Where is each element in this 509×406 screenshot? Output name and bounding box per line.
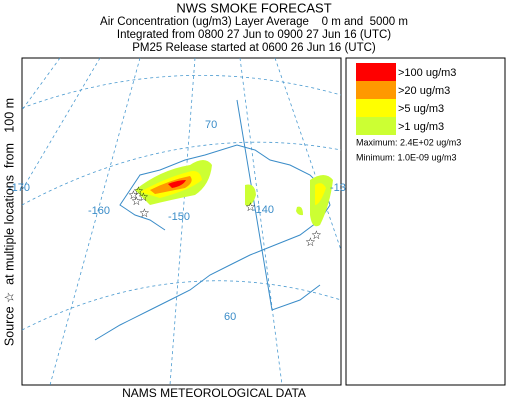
legend-swatch [356, 81, 396, 99]
legend-swatch [356, 99, 396, 117]
subtitle: Integrated from 0800 27 Jun to 0900 27 J… [117, 29, 391, 41]
grid-label: -160 [88, 205, 110, 217]
svg-text:☆: ☆ [131, 194, 142, 208]
grid-label: 70 [205, 119, 217, 131]
footer: NAMS METEOROLOGICAL DATA [122, 386, 306, 400]
subtitle: PM25 Release started at 0600 26 Jun 16 (… [132, 42, 376, 54]
svg-text:☆: ☆ [128, 188, 139, 202]
sources: ☆☆☆☆ ☆ ☆☆☆ [128, 184, 322, 249]
source-label: Source ☆ at multiple locations from 100 … [2, 98, 16, 346]
legend-swatch [356, 63, 396, 81]
legend-label: >20 ug/m3 [398, 85, 450, 97]
map-frame [21, 57, 342, 386]
plumes [135, 160, 333, 227]
legend-minimum: Minimum: 1.0E-09 ug/m3 [356, 152, 457, 162]
grid-label: -140 [252, 204, 274, 216]
legend-label: >5 ug/m3 [398, 103, 444, 115]
grid-label: -150 [168, 211, 190, 223]
svg-text:☆: ☆ [311, 228, 322, 242]
title: NWS SMOKE FORECAST [176, 0, 331, 15]
legend-label: >100 ug/m3 [398, 67, 456, 79]
legend-swatch [356, 117, 396, 135]
legend: >100 ug/m3 >20 ug/m3 >5 ug/m3 >1 ug/m3 [356, 63, 456, 135]
coastline [94, 99, 331, 341]
svg-text:☆: ☆ [245, 200, 256, 214]
svg-text:☆: ☆ [138, 190, 149, 204]
svg-text:☆: ☆ [133, 184, 144, 198]
subtitle: Air Concentration (ug/m3) Layer Average … [100, 16, 408, 28]
svg-text:☆: ☆ [305, 235, 316, 249]
grid-label: -170 [8, 182, 30, 194]
legend-label: >1 ug/m3 [398, 121, 444, 133]
grid-label: 60 [224, 311, 236, 323]
svg-text:☆: ☆ [139, 206, 150, 220]
legend-maximum: Maximum: 2.4E+02 ug/m3 [356, 137, 461, 147]
graticule [21, 57, 342, 386]
